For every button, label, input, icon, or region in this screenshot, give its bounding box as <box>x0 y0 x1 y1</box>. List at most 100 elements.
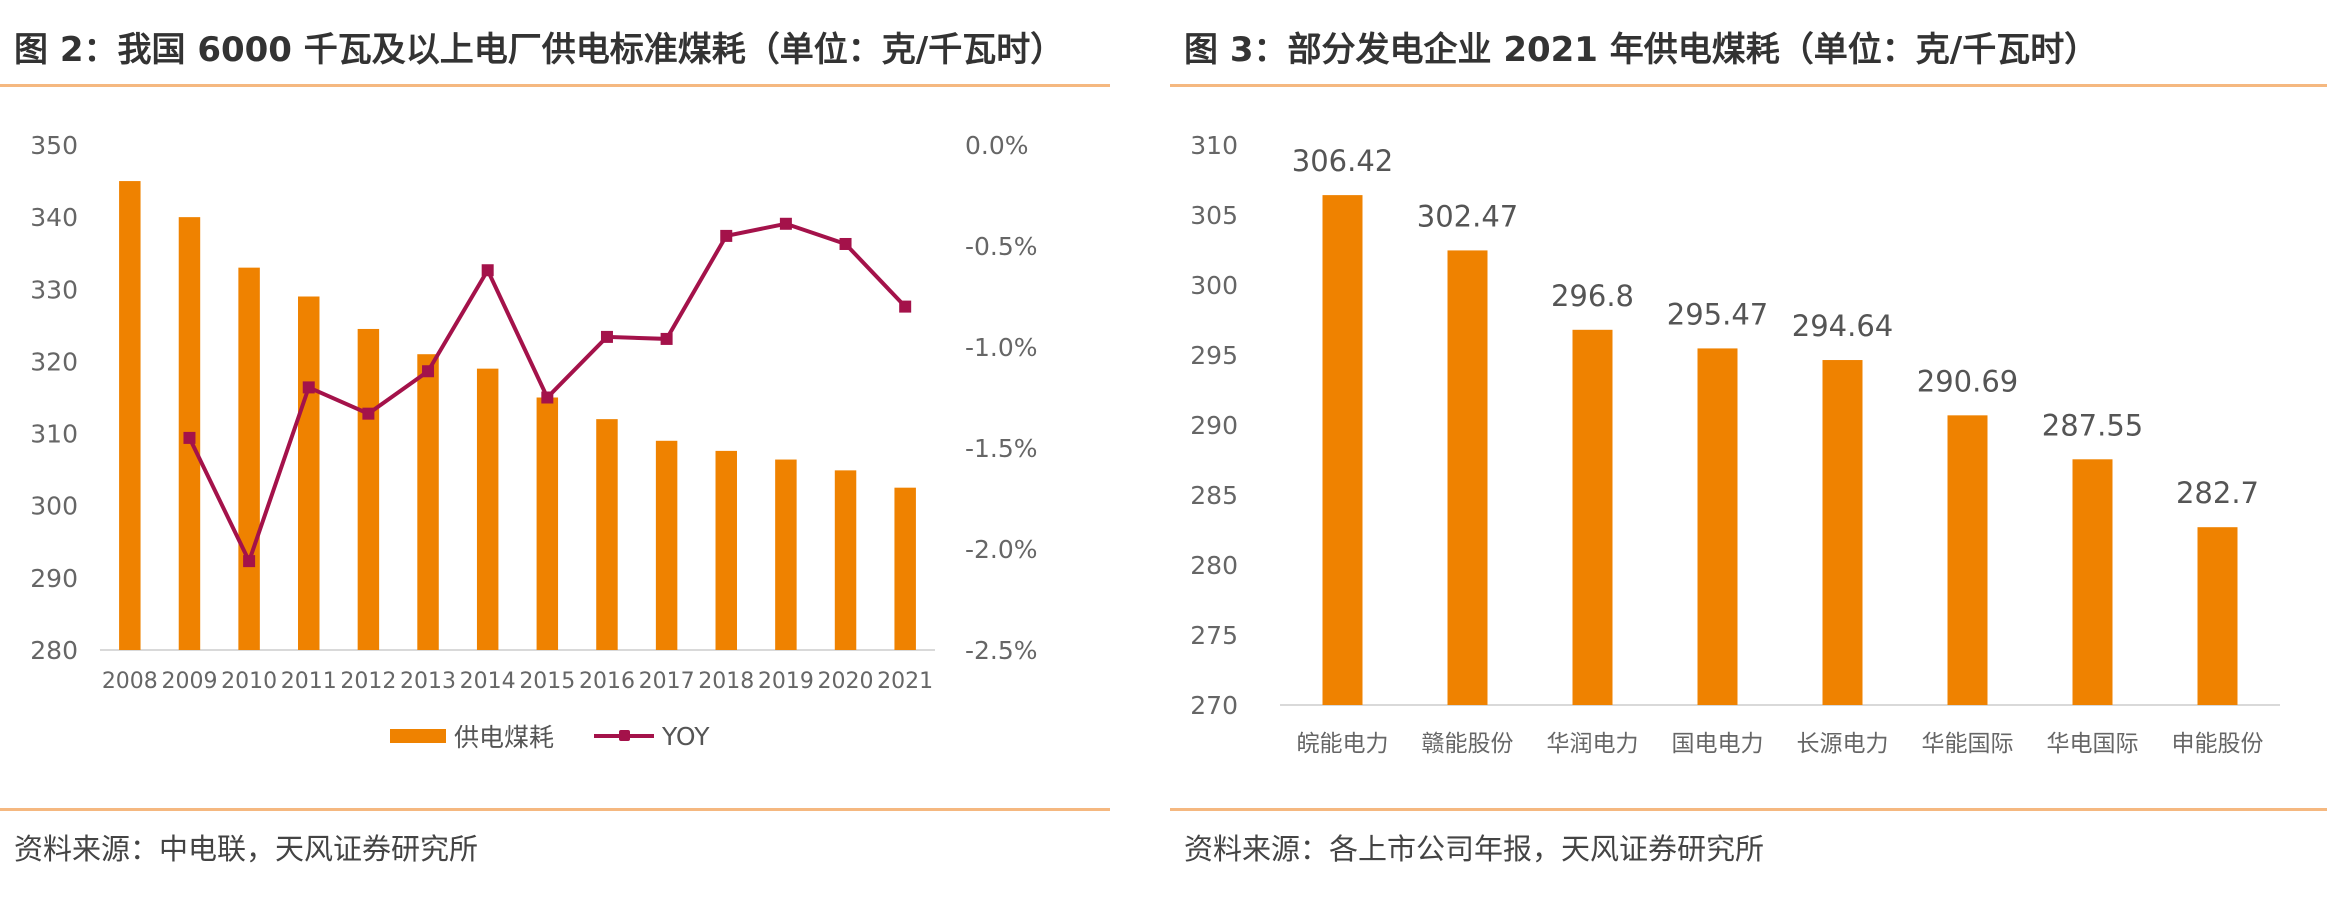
x-tick-label: 华润电力 <box>1547 731 1639 757</box>
figure-2-panel: 图 2：我国 6000 千瓦及以上电厂供电标准煤耗（单位：克/千瓦时） 350 3… <box>0 0 1110 900</box>
data-label: 294.64 <box>1792 309 1893 343</box>
bar <box>1322 195 1363 705</box>
figure-3-source: 资料来源：各上市公司年报，天风证券研究所 <box>1184 832 1765 866</box>
bar <box>894 487 916 650</box>
bar <box>775 459 797 650</box>
x-tick-label: 2013 <box>400 669 456 694</box>
bottom-rule <box>1170 808 2327 811</box>
yoy-point <box>481 264 494 277</box>
bar <box>238 267 260 650</box>
figure-2-chart: 350 340 330 320 310 300 290 280 0.0% -0.5% -1.0% -1… <box>30 131 1038 694</box>
x-tick-label: 长源电力 <box>1797 731 1889 757</box>
x-tick-label: 赣能股份 <box>1422 731 1514 757</box>
data-label: 290.69 <box>1917 364 2018 398</box>
y2-tick-label: -1.5% <box>965 434 1038 463</box>
legend-line-label: YOY <box>662 721 710 751</box>
y-tick-label: 320 <box>30 347 78 376</box>
figure-3-panel: 图 3：部分发电企业 2021 年供电煤耗（单位：克/千瓦时） 310 305 30… <box>1170 0 2327 900</box>
chart-legend: 供电煤耗 YOY <box>390 718 750 754</box>
figure-2-title: 图 2：我国 6000 千瓦及以上电厂供电标准煤耗（单位：克/千瓦时） <box>14 30 1065 70</box>
y-tick-label: 290 <box>30 564 78 593</box>
legend-item-bar: 供电煤耗 <box>390 718 554 754</box>
x-tick-label: 2010 <box>221 669 277 694</box>
bar <box>476 368 499 650</box>
y-tick-label: 330 <box>30 275 78 304</box>
yoy-point <box>422 365 435 378</box>
data-label: 295.47 <box>1667 297 1768 331</box>
bar <box>357 328 380 650</box>
y2-tick-label: 0.0% <box>965 131 1029 160</box>
y-tick-label: 350 <box>30 131 78 160</box>
bar <box>119 181 141 651</box>
x-tick-label: 2020 <box>818 669 874 694</box>
yoy-point <box>779 217 792 230</box>
bar <box>715 450 737 650</box>
legend-bar-label: 供电煤耗 <box>454 723 555 752</box>
bar <box>417 354 439 650</box>
x-tick-label: 2015 <box>519 669 575 694</box>
data-label: 302.47 <box>1417 199 1518 233</box>
legend-line-swatch <box>594 730 655 741</box>
x-tick-label: 华电国际 <box>2047 731 2139 757</box>
bar <box>1697 348 1738 705</box>
bar <box>2197 527 2238 705</box>
y-tick-label: 300 <box>30 492 78 521</box>
x-tick-label: 2009 <box>161 669 217 694</box>
yoy-point <box>600 330 613 343</box>
data-label: 296.8 <box>1551 279 1634 313</box>
yoy-point <box>660 332 673 345</box>
y-tick-label: 310 <box>1190 131 1238 160</box>
figure-3-title: 图 3：部分发电企业 2021 年供电煤耗（单位：克/千瓦时） <box>1184 30 2099 70</box>
bottom-rule <box>0 808 1110 811</box>
bar <box>298 296 320 650</box>
bar <box>596 419 618 650</box>
yoy-point <box>720 229 733 242</box>
y-tick-label: 310 <box>30 420 78 449</box>
x-tick-label: 2019 <box>758 669 814 694</box>
yoy-point <box>839 237 852 250</box>
data-label: 287.55 <box>2042 408 2143 442</box>
y-tick-label: 290 <box>1190 411 1238 440</box>
yoy-point <box>243 555 256 568</box>
x-tick-label: 2014 <box>460 669 516 694</box>
figure-3-chart: 310 305 300 295 290 285 280 275 270 306.42 皖能电力 302… <box>1190 131 2280 757</box>
legend-item-line: YOY <box>594 722 710 751</box>
x-tick-label: 申能股份 <box>2172 731 2264 757</box>
x-tick-label: 2018 <box>698 669 754 694</box>
x-tick-label: 2016 <box>579 669 635 694</box>
x-tick-label: 2011 <box>281 669 337 694</box>
y-tick-label: 300 <box>1190 271 1238 300</box>
bar <box>536 397 559 650</box>
y-tick-label: 275 <box>1190 621 1238 650</box>
y2-tick-label: -1.0% <box>965 333 1038 362</box>
y-tick-label: 295 <box>1190 341 1238 370</box>
bar <box>1822 360 1863 705</box>
bar <box>655 440 678 650</box>
top-rule <box>1170 84 2327 87</box>
figure-2-source: 资料来源：中电联，天风证券研究所 <box>14 832 479 866</box>
y2-tick-label: -2.5% <box>965 636 1038 665</box>
x-tick-label: 2012 <box>340 669 396 694</box>
legend-bar-swatch <box>390 729 446 743</box>
y-tick-label: 305 <box>1190 201 1238 230</box>
x-tick-label: 华能国际 <box>1922 731 2014 757</box>
y2-tick-label: -2.0% <box>965 535 1038 564</box>
x-tick-label: 国电电力 <box>1672 731 1764 757</box>
x-tick-label: 2008 <box>102 669 158 694</box>
yoy-point <box>362 407 375 420</box>
yoy-point <box>183 431 196 444</box>
x-tick-label: 皖能电力 <box>1297 731 1389 757</box>
data-label: 282.7 <box>2176 476 2259 510</box>
bar <box>1572 329 1613 705</box>
y-tick-label: 280 <box>1190 551 1238 580</box>
y-tick-label: 280 <box>30 636 78 665</box>
x-tick-label: 2017 <box>639 669 695 694</box>
bar <box>2072 459 2113 705</box>
yoy-point <box>899 300 912 313</box>
data-label: 306.42 <box>1292 144 1393 178</box>
bar <box>834 470 857 650</box>
top-rule <box>0 84 1110 87</box>
y2-tick-label: -0.5% <box>965 232 1038 261</box>
bar <box>1447 250 1488 706</box>
bar <box>1947 415 1988 705</box>
